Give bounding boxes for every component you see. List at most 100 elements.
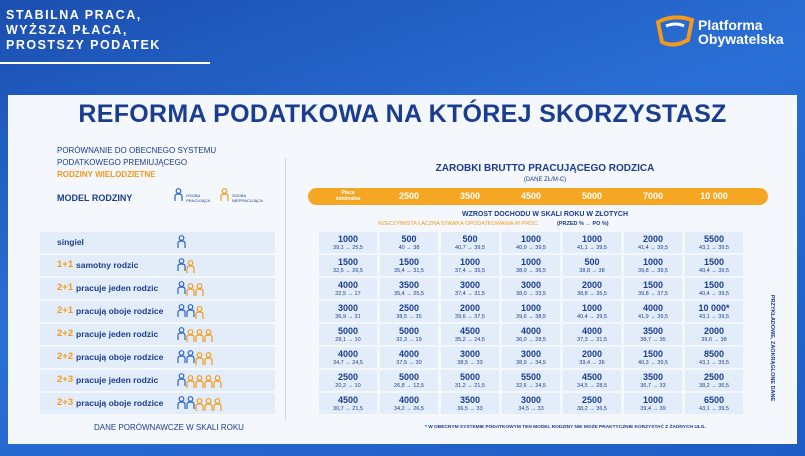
- cell-rate: 32,3 → 19: [396, 337, 422, 343]
- cell-value: 3000: [459, 280, 481, 290]
- cell: [502, 301, 560, 322]
- cell-rate: 38,7 → 35: [640, 337, 666, 343]
- legend-icon-nonworking: [220, 188, 229, 201]
- slogan-line: STABILNA PRACA,: [6, 8, 142, 22]
- cell: [563, 301, 621, 322]
- row-band: [40, 393, 275, 414]
- icon-nonworking: [195, 329, 204, 342]
- cell-rate: 43,1 → 39,5: [699, 314, 729, 320]
- cell: [441, 301, 499, 322]
- cell: [319, 347, 377, 368]
- cell: [502, 278, 560, 299]
- cell-value: 4000: [398, 349, 420, 359]
- row-band: [40, 347, 275, 368]
- cell: [502, 255, 560, 276]
- cell: [563, 278, 621, 299]
- footer-left: DANE PORÓWNAWCZE W SKALI ROKU: [94, 423, 244, 432]
- salary-unit: (DANE ZŁ/M-C): [523, 177, 567, 183]
- cell-value: 5500: [520, 372, 542, 382]
- cell-value: 3000: [459, 349, 481, 359]
- cell: [319, 255, 377, 276]
- cell: [685, 370, 743, 391]
- salary-column: 4500: [520, 191, 542, 201]
- cell-value: 2500: [703, 372, 725, 382]
- cell-rate: 40,4 → 39,5: [577, 314, 607, 320]
- salary-column: 7000: [642, 191, 664, 201]
- row-label: pracuje jeden rodzic: [76, 329, 159, 339]
- cell-rate: 30,7 → 21,5: [333, 406, 363, 412]
- cell-rate: 38,8 → 38: [579, 268, 605, 274]
- cell: [624, 347, 682, 368]
- icon-nonworking: [195, 398, 204, 411]
- row-label: samotny rodzic: [76, 260, 139, 270]
- cell-value: 1000: [642, 395, 664, 405]
- cell-value: 4000: [337, 349, 359, 359]
- cell-value: 2000: [581, 280, 603, 290]
- cell-value: 4500: [459, 326, 481, 336]
- icon-nonworking: [195, 352, 204, 365]
- cell: [685, 278, 743, 299]
- cell-rate: 41,1 → 39,5: [577, 245, 607, 251]
- cell: [563, 370, 621, 391]
- icon-nonworking: [213, 398, 222, 411]
- cell-value: 3000: [520, 349, 542, 359]
- cell-rate: 37,3 → 31,5: [577, 337, 607, 343]
- salary-title: ZAROBKI BRUTTO PRACUJĄCEGO RODZICA: [435, 163, 655, 174]
- cell-value: 1500: [642, 349, 664, 359]
- intro-line: PODATKOWEGO PREMIUJĄCEGO: [57, 158, 188, 167]
- cell: [563, 393, 621, 414]
- icon-nonworking: [186, 375, 195, 388]
- cell: [502, 347, 560, 368]
- cell: [380, 301, 438, 322]
- cell-rate: 38,5 → 33: [457, 360, 483, 366]
- cell-rate: 39,4 → 36: [579, 360, 605, 366]
- cell-value: 500: [584, 257, 600, 267]
- cell: [624, 278, 682, 299]
- cell: [624, 255, 682, 276]
- cell: [624, 370, 682, 391]
- cell-rate: 40,4 → 39,5: [699, 291, 729, 297]
- cell: [563, 347, 621, 368]
- legend-working: OSOBA PRACUJĄCA: [186, 193, 211, 203]
- cell: [380, 370, 438, 391]
- intro-line: PORÓWNANIE DO OBECNEGO SYSTEMU: [57, 146, 217, 155]
- cell-rate: 43,1 → 39,5: [699, 406, 729, 412]
- cell-value: 4000: [337, 280, 359, 290]
- cell-value: 2500: [337, 372, 359, 382]
- cell-value: 1000: [581, 234, 603, 244]
- cell: [319, 324, 377, 345]
- cell-value: 4500: [337, 395, 359, 405]
- icon-working: [186, 304, 195, 317]
- cell-value: 1500: [703, 280, 725, 290]
- cell: [563, 324, 621, 345]
- cell: [319, 370, 377, 391]
- cell: [441, 393, 499, 414]
- cell: [380, 393, 438, 414]
- logo-text: Obywatelska: [698, 31, 784, 47]
- row-size: 2+2: [57, 328, 74, 339]
- cell-rate: 41,4 → 39,5: [638, 245, 668, 251]
- model-label: MODEL RODZINY: [57, 193, 133, 203]
- divider: [0, 62, 210, 64]
- cell-value: 500: [401, 234, 417, 244]
- side-note: PRZYKŁADOWE, ZAOKRĄGLONE DANE: [769, 294, 775, 402]
- cell: [441, 370, 499, 391]
- cell-rate: 41,9 → 39,5: [638, 314, 668, 320]
- row-size: 2+1: [57, 282, 74, 293]
- cell-value: 1000: [520, 234, 542, 244]
- cell: [563, 232, 621, 253]
- cell-rate: 35,4 → 25,5: [394, 291, 424, 297]
- cell-rate: 35,2 → 24,5: [455, 337, 485, 343]
- cell-value: 1000: [520, 257, 542, 267]
- icon-nonworking: [204, 375, 213, 388]
- icon-working: [177, 373, 186, 386]
- row-size: 2+3: [57, 397, 74, 408]
- row-label: pracują oboje rodzice: [76, 306, 164, 316]
- cell-rate: 39,6 → 38: [701, 337, 727, 343]
- icon-nonworking: [186, 283, 195, 296]
- footer-note: * W OBECNYM SYSTEMIE PODATKOWYM TEN MODE…: [425, 425, 706, 430]
- icon-working: [177, 327, 186, 340]
- cell-value: 1000: [581, 303, 603, 313]
- row-band: [40, 255, 275, 276]
